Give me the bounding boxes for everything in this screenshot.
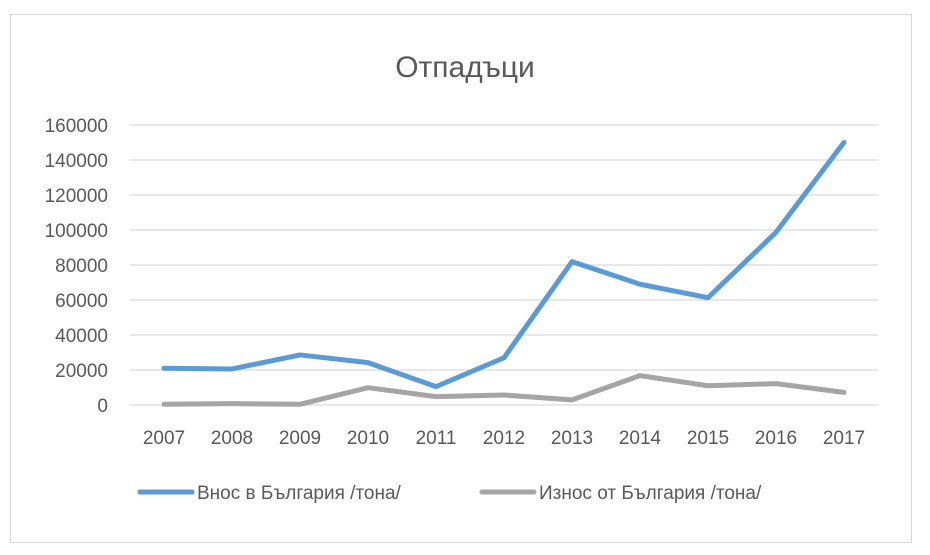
x-tick-label: 2017: [823, 428, 865, 449]
chart-area: [10, 14, 912, 543]
x-tick-label: 2012: [483, 428, 525, 449]
y-tick-label: 20000: [55, 361, 108, 382]
legend-label: Внос в България /тона/: [197, 483, 402, 504]
y-tick-label: 160000: [45, 116, 108, 137]
y-tick-label: 120000: [45, 186, 108, 207]
y-tick-label: 140000: [45, 151, 108, 172]
x-tick-label: 2013: [551, 428, 593, 449]
x-tick-label: 2015: [687, 428, 729, 449]
x-tick-label: 2009: [279, 428, 321, 449]
y-tick-label: 60000: [55, 291, 108, 312]
y-tick-label: 0: [97, 396, 108, 417]
y-tick-label: 40000: [55, 326, 108, 347]
chart-title: Отпадъци: [395, 51, 535, 84]
legend-label: Износ от България /тона/: [539, 483, 762, 504]
x-tick-label: 2014: [619, 428, 662, 449]
x-tick-label: 2007: [143, 428, 185, 449]
y-tick-label: 100000: [45, 221, 108, 242]
y-tick-label: 80000: [55, 256, 108, 277]
series-line-1: [161, 373, 847, 407]
x-tick-label: 2011: [416, 428, 457, 449]
x-tick-label: 2010: [347, 428, 389, 449]
x-tick-label: 2008: [211, 428, 253, 449]
x-tick-label: 2016: [755, 428, 797, 449]
